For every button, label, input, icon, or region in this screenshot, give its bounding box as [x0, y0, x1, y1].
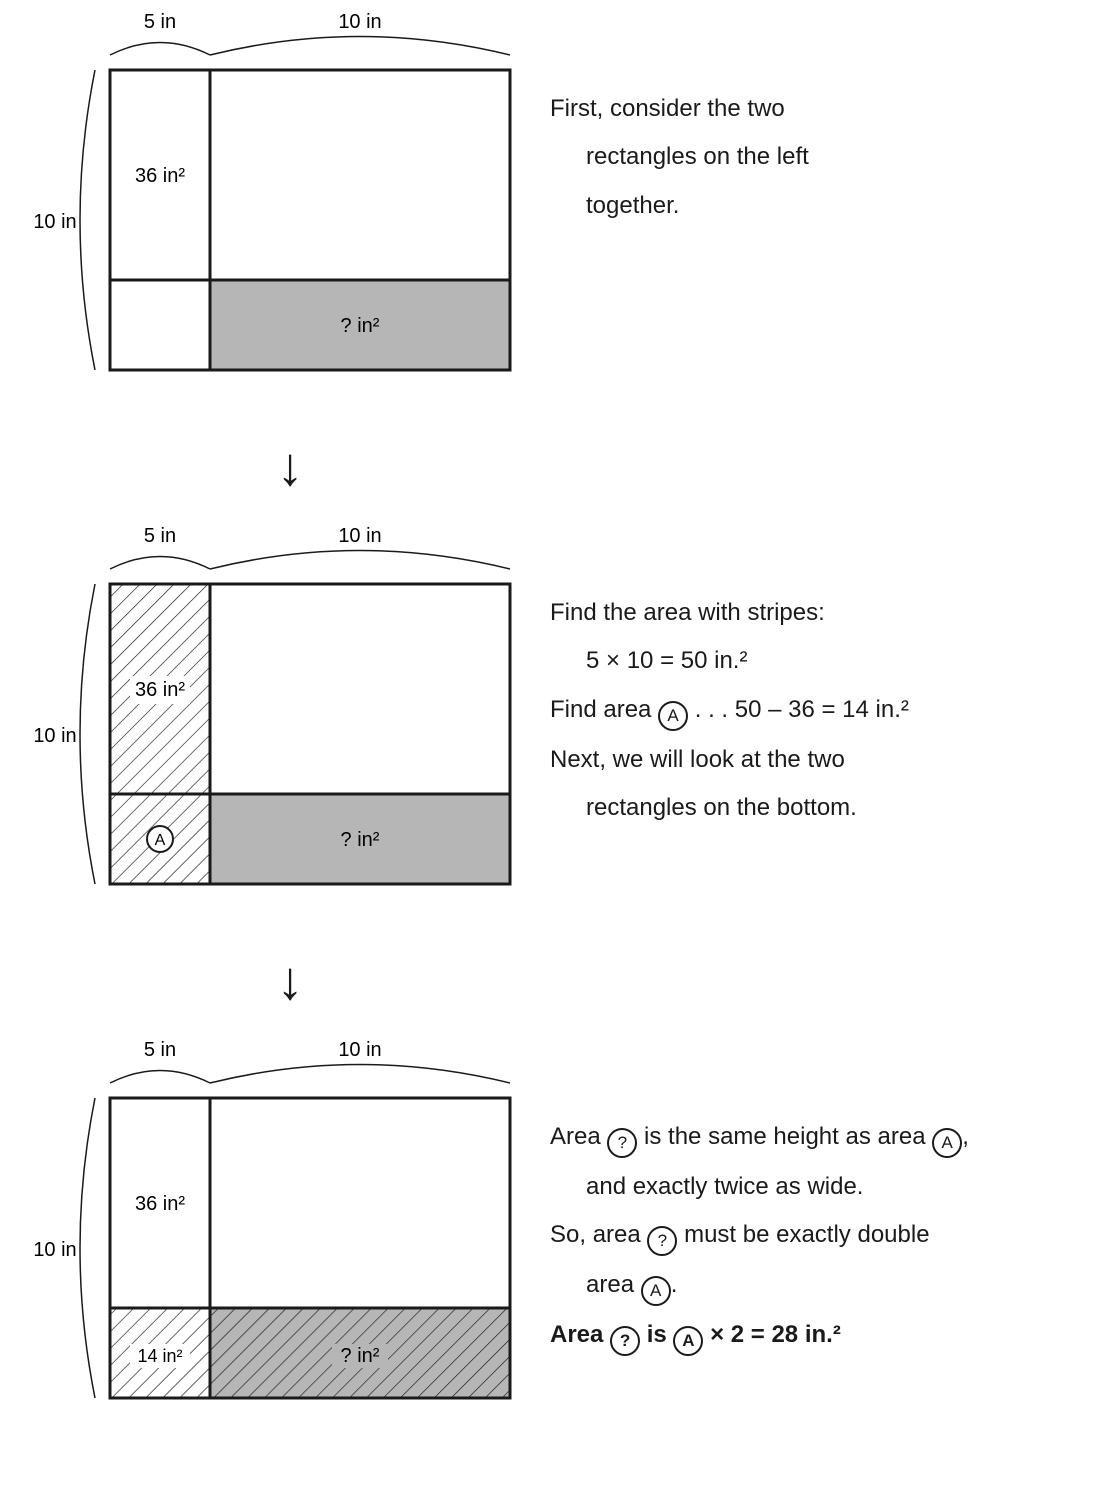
step1-diagram: 5 in 10 in 10 in 36 in² ? in² [30, 10, 550, 400]
s2-l2: 5 × 10 = 50 in.² [550, 642, 1080, 680]
s3-l5: Area ? is A × 2 = 28 in.² [550, 1316, 1080, 1356]
step1-row: 5 in 10 in 10 in 36 in² ? in² First, con… [30, 10, 1080, 400]
area-14: 14 in² [137, 1346, 182, 1366]
dim-10in-side: 10 in [33, 211, 76, 233]
step1-svg: 5 in 10 in 10 in 36 in² ? in² [30, 10, 550, 400]
page: 5 in 10 in 10 in 36 in² ? in² First, con… [30, 10, 1080, 1428]
s2-l5: rectangles on the bottom. [550, 789, 1080, 827]
step2-row: 5 in 10 in 10 in 36 in² A ? in² Find the… [30, 524, 1080, 914]
arrow-1: ↓ [30, 400, 550, 524]
area-36: 36 in² [135, 165, 185, 187]
step3-row: 5 in 10 in 10 in 36 in² 14 in² ? in² Are… [30, 1038, 1080, 1428]
s2-l3: Find area A . . . 50 – 36 = 14 in.² [550, 691, 1080, 731]
arrow-2: ↓ [30, 914, 550, 1038]
step2-text: Find the area with stripes: 5 × 10 = 50 … [550, 524, 1080, 838]
svg-text:? in²: ? in² [341, 1345, 380, 1367]
s1-l1: First, consider the two [550, 90, 1080, 128]
s3-l2: and exactly twice as wide. [550, 1168, 1080, 1206]
svg-text:10 in: 10 in [33, 1239, 76, 1261]
svg-text:? in²: ? in² [341, 829, 380, 851]
area-q: ? in² [341, 315, 380, 337]
svg-text:5 in: 5 in [144, 1039, 176, 1061]
dim-10in-top: 10 in [338, 11, 381, 33]
step3-text: Area ? is the same height as area A, and… [550, 1038, 1080, 1366]
svg-text:10 in: 10 in [338, 525, 381, 547]
s3-l1: Area ? is the same height as area A, [550, 1118, 1080, 1158]
step3-svg: 5 in 10 in 10 in 36 in² 14 in² ? in² [30, 1038, 550, 1428]
circ-A: A [155, 832, 166, 849]
step3-diagram: 5 in 10 in 10 in 36 in² 14 in² ? in² [30, 1038, 550, 1428]
s3-l3: So, area ? must be exactly double [550, 1216, 1080, 1256]
circ-A-inline: A [658, 701, 688, 731]
step1-text: First, consider the two rectangles on th… [550, 10, 1080, 235]
dim-5in: 5 in [144, 11, 176, 33]
step2-svg: 5 in 10 in 10 in 36 in² A ? in² [30, 524, 550, 914]
s1-l3: together. [550, 187, 1080, 225]
s2-l4: Next, we will look at the two [550, 741, 1080, 779]
svg-text:5 in: 5 in [144, 525, 176, 547]
s1-l2: rectangles on the left [550, 138, 1080, 176]
s2-l1: Find the area with stripes: [550, 594, 1080, 632]
svg-text:36 in²: 36 in² [135, 1193, 185, 1215]
svg-text:36 in²: 36 in² [135, 679, 185, 701]
svg-text:10 in: 10 in [33, 725, 76, 747]
s3-l4: area A. [550, 1266, 1080, 1306]
step2-diagram: 5 in 10 in 10 in 36 in² A ? in² [30, 524, 550, 914]
svg-text:10 in: 10 in [338, 1039, 381, 1061]
